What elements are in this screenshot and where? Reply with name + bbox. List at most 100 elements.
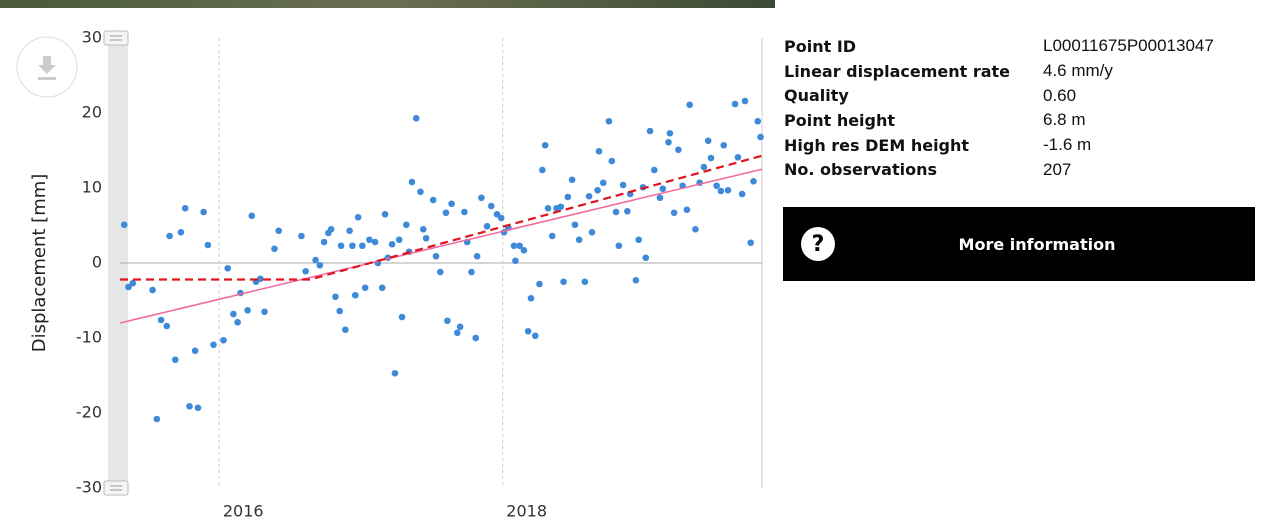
fit-line bbox=[119, 168, 763, 324]
data-point bbox=[298, 232, 305, 240]
range-slider[interactable] bbox=[108, 38, 128, 488]
data-point bbox=[210, 341, 217, 349]
data-point bbox=[468, 268, 475, 276]
data-point bbox=[615, 242, 623, 250]
download-button[interactable] bbox=[16, 36, 78, 98]
data-point bbox=[720, 141, 728, 149]
data-point bbox=[388, 240, 396, 248]
data-point bbox=[448, 200, 455, 208]
y-tick-label: 10 bbox=[82, 178, 102, 197]
data-point bbox=[541, 141, 549, 149]
data-point bbox=[548, 232, 556, 240]
data-point bbox=[531, 332, 539, 340]
data-point bbox=[436, 268, 444, 276]
data-point bbox=[444, 317, 451, 325]
data-point bbox=[346, 227, 353, 235]
data-point bbox=[646, 127, 654, 135]
data-point bbox=[230, 310, 237, 318]
data-point bbox=[316, 261, 324, 269]
data-point bbox=[261, 308, 268, 316]
data-point bbox=[456, 323, 464, 331]
data-point bbox=[539, 166, 546, 174]
data-point bbox=[177, 228, 185, 236]
data-point bbox=[461, 208, 468, 216]
svg-text:?: ? bbox=[812, 232, 825, 257]
data-point bbox=[704, 137, 712, 145]
data-point bbox=[120, 221, 128, 229]
data-point bbox=[594, 186, 601, 194]
data-point bbox=[612, 208, 620, 216]
y-tick-label: 0 bbox=[92, 253, 102, 272]
info-row: Linear displacement rate 4.6 mm/y bbox=[784, 59, 1214, 84]
info-row: High res DEM height -1.6 m bbox=[784, 133, 1214, 158]
y-tick-label: -20 bbox=[76, 403, 102, 422]
x-tick-label: 2018 bbox=[506, 502, 547, 521]
data-point bbox=[200, 208, 207, 216]
info-panel: Point ID L00011675P00013047 Linear displac… bbox=[784, 34, 1214, 182]
y-axis-title: Displacement [mm] bbox=[29, 174, 50, 353]
data-point bbox=[581, 278, 589, 286]
data-point bbox=[419, 225, 427, 233]
data-point bbox=[624, 207, 631, 215]
more-info-button[interactable]: ? More information bbox=[783, 207, 1255, 281]
data-point bbox=[686, 101, 694, 109]
data-point bbox=[366, 236, 373, 244]
info-label: Linear displacement rate bbox=[784, 61, 1011, 81]
slider-handle-bottom[interactable] bbox=[103, 480, 129, 496]
data-point bbox=[244, 306, 251, 314]
data-point bbox=[632, 276, 640, 284]
data-point bbox=[320, 238, 328, 246]
info-value: 207 bbox=[1043, 159, 1072, 179]
info-row: Point ID L00011675P00013047 bbox=[784, 34, 1214, 59]
data-point bbox=[692, 225, 699, 233]
button-label[interactable]: More information bbox=[958, 234, 1116, 254]
info-value: 0.60 bbox=[1043, 85, 1077, 105]
data-point bbox=[595, 147, 603, 155]
info-label: Quality bbox=[784, 86, 849, 106]
data-point bbox=[194, 404, 202, 412]
data-point bbox=[125, 283, 132, 291]
data-point bbox=[599, 179, 607, 187]
data-point bbox=[171, 356, 179, 364]
data-point bbox=[585, 192, 593, 200]
data-point bbox=[510, 242, 518, 250]
info-value: L00011675P00013047 bbox=[1043, 36, 1214, 56]
info-label: No. observations bbox=[784, 160, 938, 180]
y-tick-label: -10 bbox=[76, 328, 102, 347]
y-tick-label: -30 bbox=[76, 478, 102, 497]
data-point bbox=[429, 196, 437, 204]
data-point bbox=[378, 284, 386, 292]
info-label: Point ID bbox=[784, 36, 857, 56]
data-point bbox=[354, 213, 362, 221]
data-point bbox=[398, 313, 406, 321]
data-point bbox=[412, 114, 420, 122]
chart: Displacement [mm] 30 20 10 0 -10 -20 -30 2016 20… bbox=[0, 0, 775, 521]
data-point bbox=[166, 232, 173, 240]
data-point bbox=[488, 202, 495, 210]
data-point bbox=[371, 238, 379, 246]
data-point bbox=[351, 291, 359, 299]
data-point bbox=[248, 212, 256, 220]
info-value: 6.8 m bbox=[1043, 110, 1086, 130]
data-point bbox=[271, 245, 278, 253]
data-point bbox=[717, 187, 725, 195]
data-point bbox=[605, 117, 613, 125]
data-point bbox=[395, 236, 403, 244]
data-point bbox=[186, 402, 193, 410]
data-point bbox=[665, 138, 672, 146]
slider-handle-top[interactable] bbox=[103, 30, 129, 46]
data-point bbox=[408, 178, 416, 186]
data-point bbox=[442, 209, 450, 217]
data-point bbox=[544, 204, 552, 212]
data-point bbox=[302, 267, 309, 275]
data-point bbox=[163, 322, 171, 330]
data-point bbox=[257, 275, 264, 283]
data-point bbox=[747, 239, 754, 247]
data-point bbox=[575, 236, 583, 244]
data-point bbox=[560, 278, 567, 286]
data-point bbox=[670, 209, 678, 217]
info-value: -1.6 m bbox=[1043, 135, 1092, 155]
y-tick-label: 30 bbox=[82, 28, 102, 47]
info-value: 4.6 mm/y bbox=[1043, 61, 1113, 81]
